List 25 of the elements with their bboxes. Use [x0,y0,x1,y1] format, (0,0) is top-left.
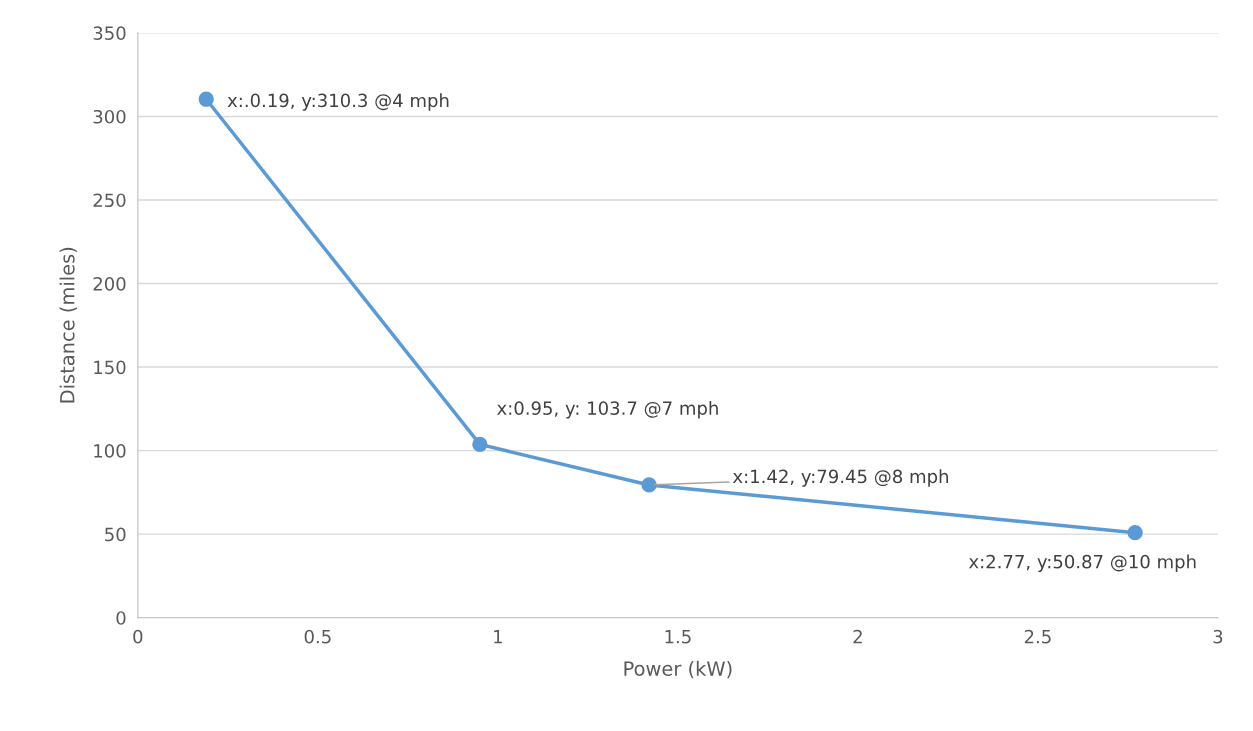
annotation: x:2.77, y:50.87 @10 mph [968,554,1196,572]
point [641,477,657,493]
point [1127,525,1143,541]
annotation: x:1.42, y:79.45 @8 mph [732,469,948,487]
y-tick-label: 150 [94,360,126,375]
y-tick-label: 300 [93,109,126,124]
x-tick-label: 3 [1213,629,1223,644]
x-tick-label: 1 [494,630,502,644]
x-tick-label: 0.5 [304,629,331,644]
x-tick-label: 1.5 [665,630,691,644]
x-tick-label: 0 [133,629,143,644]
y-tick-label: 200 [93,276,126,291]
annotation: x:0.95, y: 103.7 @7 mph [497,400,718,419]
x-tick-label: 2.5 [1024,629,1051,644]
y-axis-title: Distance (miles) [59,247,77,403]
point [198,91,214,107]
y-tick-label: 0 [116,611,126,625]
x-axis-title: Power (kW) [624,660,732,679]
y-tick-label: 100 [94,444,126,458]
y-tick-label: 350 [93,26,126,41]
y-tick-label: 250 [93,193,126,208]
y-tick-label: 50 [105,527,126,542]
annotation: x:.0.19, y:310.3 @4 mph [227,93,449,111]
x-tick-label: 2 [853,629,862,644]
point [472,436,488,453]
